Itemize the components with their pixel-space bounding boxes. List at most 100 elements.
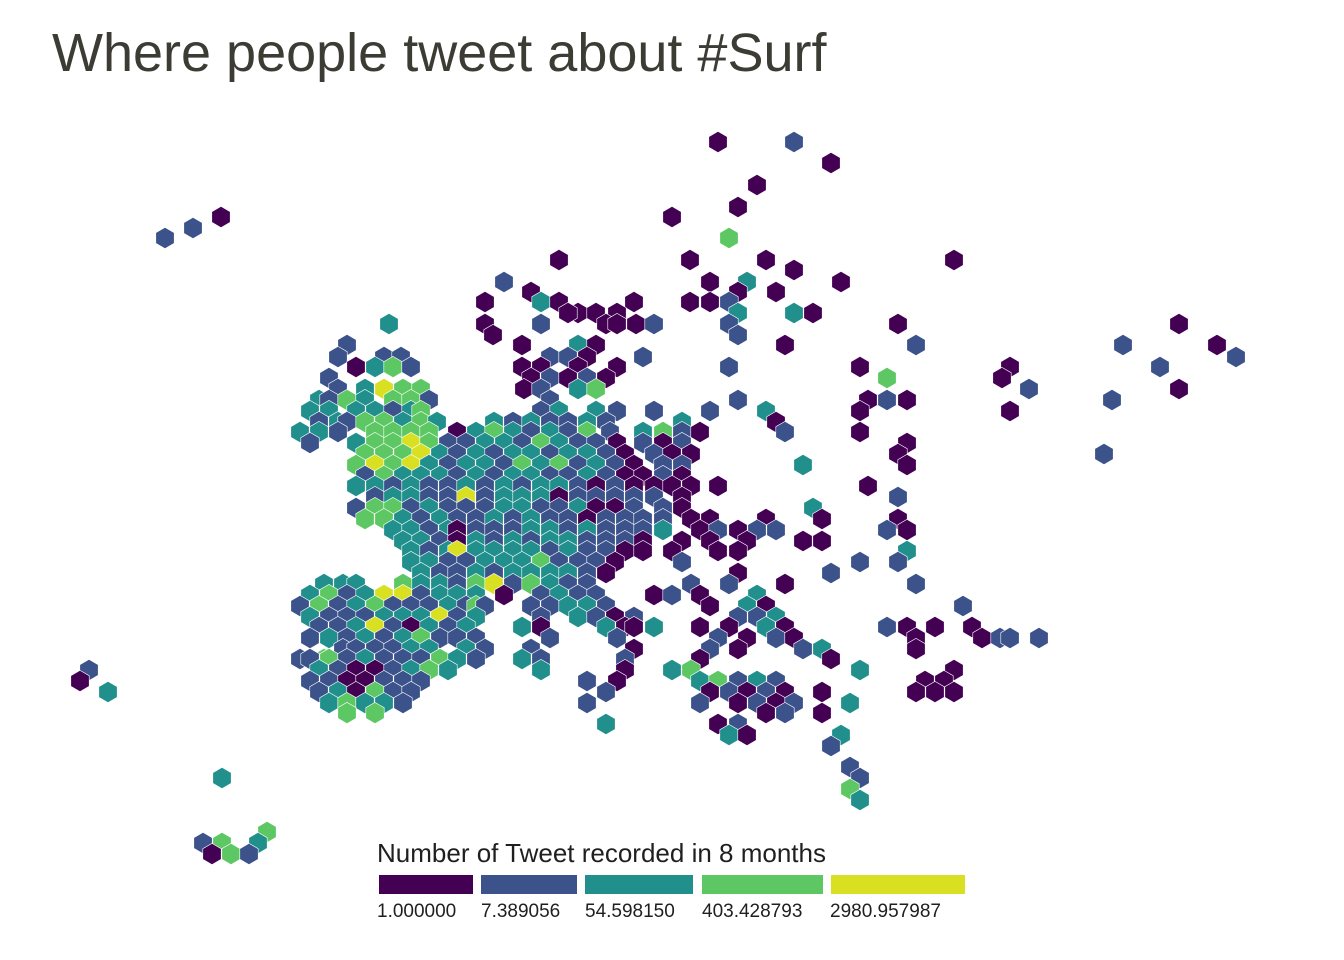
hex-bin xyxy=(202,843,222,865)
hex-bin xyxy=(365,702,385,724)
hex-bin xyxy=(483,324,503,346)
hex-bin xyxy=(644,584,664,606)
hex-bin xyxy=(438,659,458,681)
hex-bin xyxy=(1102,389,1122,411)
hex-bin xyxy=(531,659,551,681)
hex-bin xyxy=(766,519,786,541)
hex-bin xyxy=(624,616,644,638)
hex-bin xyxy=(877,616,897,638)
hex-bin xyxy=(662,584,682,606)
hex-bin xyxy=(897,454,917,476)
hex-bin xyxy=(812,702,832,724)
legend-label-5: 2980.957987 xyxy=(830,901,941,922)
hex-bin xyxy=(607,313,627,335)
hex-bin xyxy=(1169,313,1189,335)
hex-bin xyxy=(793,530,813,552)
hex-bin xyxy=(690,421,710,443)
legend-swatch-4 xyxy=(702,875,823,894)
hex-bin xyxy=(401,356,421,378)
hex-bin xyxy=(1000,627,1020,649)
hex-bin xyxy=(840,692,860,714)
hex-bin xyxy=(644,313,664,335)
legend-label-2: 7.389056 xyxy=(481,901,561,922)
hex-bin xyxy=(690,692,710,714)
hex-bin xyxy=(793,454,813,476)
hex-bin xyxy=(1150,356,1170,378)
hex-bin xyxy=(719,573,739,595)
hex-bin xyxy=(821,562,841,584)
hex-bin xyxy=(708,475,728,497)
hex-bin xyxy=(1113,334,1133,356)
hex-bin xyxy=(672,551,692,573)
hex-bin xyxy=(1226,346,1246,368)
hex-bin xyxy=(925,616,945,638)
hex-bin xyxy=(728,540,748,562)
legend-label-4: 403.428793 xyxy=(702,901,803,922)
hex-bin xyxy=(1169,378,1189,400)
hex-bin xyxy=(1029,627,1049,649)
hex-bin xyxy=(992,367,1012,389)
hex-bin xyxy=(1000,400,1020,422)
hex-bin xyxy=(700,291,720,313)
hex-bin xyxy=(888,551,908,573)
hex-bin xyxy=(719,356,739,378)
hex-bin xyxy=(784,259,804,281)
hex-bin xyxy=(558,302,578,324)
hex-bin xyxy=(803,302,823,324)
hex-bin xyxy=(346,475,366,497)
hex-bin xyxy=(475,291,495,313)
hex-bin xyxy=(775,573,795,595)
hex-bin xyxy=(719,227,739,249)
hex-bin xyxy=(831,271,851,293)
hex-bin xyxy=(607,627,627,649)
hex-bin xyxy=(183,217,203,239)
hex-bin xyxy=(662,206,682,228)
hex-bin xyxy=(858,475,878,497)
hex-bin xyxy=(775,421,795,443)
hex-bin xyxy=(626,313,646,335)
hex-bin xyxy=(728,389,748,411)
hex-bin xyxy=(512,334,532,356)
hex-bin xyxy=(877,519,897,541)
hex-bin xyxy=(624,291,644,313)
hex-bin xyxy=(633,346,653,368)
hex-bin xyxy=(577,670,597,692)
hex-bin xyxy=(328,421,348,443)
hex-bin xyxy=(766,281,786,303)
chart-title: Where people tweet about #Surf xyxy=(52,23,827,83)
hex-bin xyxy=(596,562,616,584)
hex-bin xyxy=(577,692,597,714)
hex-bin xyxy=(812,508,832,530)
hex-bin xyxy=(700,595,720,617)
legend-label-1: 1.000000 xyxy=(377,901,457,922)
hex-bin xyxy=(944,249,964,271)
hex-bin xyxy=(239,843,259,865)
legend-swatch-5 xyxy=(831,875,965,894)
hex-bin xyxy=(850,789,870,811)
hex-bin xyxy=(821,152,841,174)
hex-bin xyxy=(925,681,945,703)
hex-bin xyxy=(70,670,90,692)
hex-bin xyxy=(708,131,728,153)
hex-bin xyxy=(850,551,870,573)
hex-bin xyxy=(737,724,757,746)
hex-bin xyxy=(549,249,569,271)
hex-bin xyxy=(888,486,908,508)
hex-bin xyxy=(644,400,664,422)
hex-bin xyxy=(728,196,748,218)
hex-bin xyxy=(775,702,795,724)
hex-bin xyxy=(512,648,532,670)
hex-bin xyxy=(531,313,551,335)
hex-bin xyxy=(662,659,682,681)
hex-bin xyxy=(888,313,908,335)
hex-bin xyxy=(812,681,832,703)
hex-bin xyxy=(690,616,710,638)
hex-bin xyxy=(906,681,926,703)
hex-bin xyxy=(944,681,964,703)
hex-bin xyxy=(850,421,870,443)
hex-bin xyxy=(897,389,917,411)
hex-bin xyxy=(784,131,804,153)
hex-bin xyxy=(540,627,560,649)
hex-bin xyxy=(700,400,720,422)
hex-bin xyxy=(877,389,897,411)
